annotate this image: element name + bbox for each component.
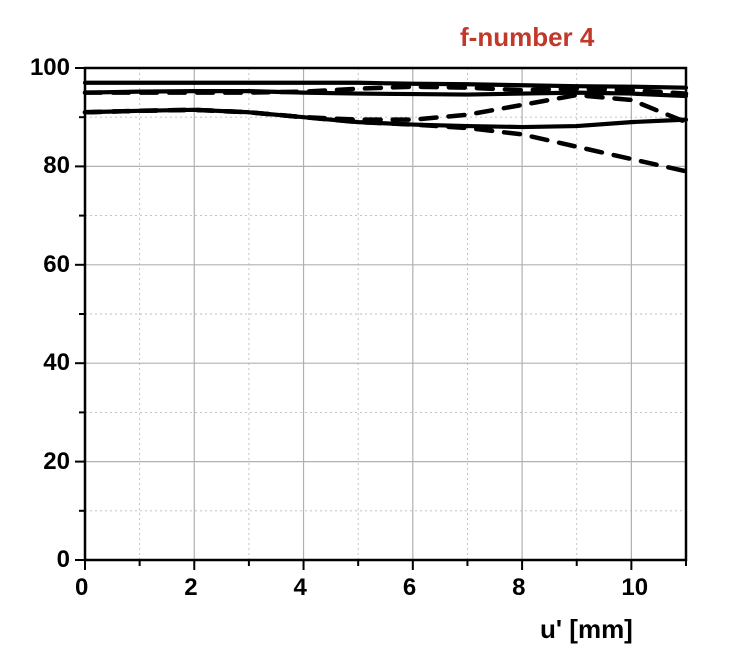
x-tick-label: 2 (184, 574, 197, 602)
y-tick-label: 60 (15, 251, 70, 279)
x-tick-label: 10 (621, 574, 648, 602)
x-tick-label: 8 (512, 574, 525, 602)
y-tick-label: 80 (15, 152, 70, 180)
y-tick-label: 20 (15, 448, 70, 476)
x-tick-label: 4 (294, 574, 307, 602)
mtf-chart (0, 0, 745, 661)
y-tick-label: 40 (15, 349, 70, 377)
x-tick-label: 6 (403, 574, 416, 602)
y-tick-label: 0 (15, 546, 70, 574)
y-tick-label: 100 (15, 54, 70, 82)
x-tick-label: 0 (75, 574, 88, 602)
